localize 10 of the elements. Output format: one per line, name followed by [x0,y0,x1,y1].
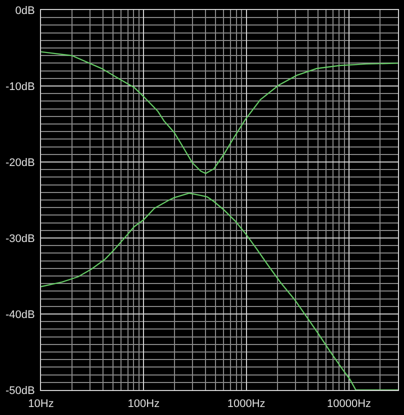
y-tick-label: -10dB [5,80,35,93]
y-tick-label: -40dB [5,308,35,321]
y-tick-label: -30dB [5,232,35,245]
x-tick-label: 100Hz [128,398,160,410]
x-tick-label: 1000Hz [227,398,266,410]
y-tick-label: -50dB [5,384,35,397]
y-tick-label: 0dB [15,4,35,17]
x-tick-label: 10000Hz [326,398,372,410]
y-tick-label: -20dB [5,156,35,169]
x-tick-label: 10Hz [28,398,54,410]
